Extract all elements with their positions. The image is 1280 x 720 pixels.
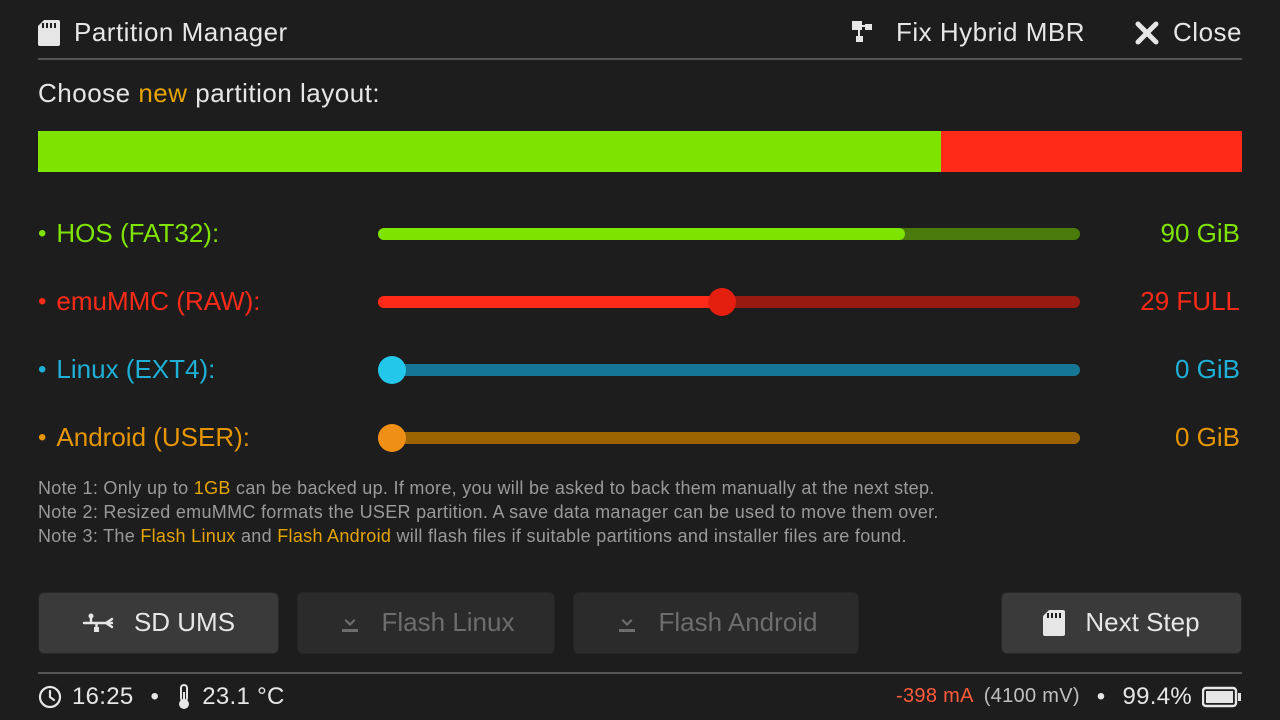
close-icon xyxy=(1135,21,1159,45)
header-rule xyxy=(38,58,1242,60)
fix-hybrid-mbr-button[interactable]: Fix Hybrid MBR xyxy=(852,17,1085,48)
partition-icon xyxy=(852,21,882,45)
dot-sep: • xyxy=(144,683,167,711)
flash-linux-button[interactable]: Flash Linux xyxy=(297,592,555,654)
slider-linux-track xyxy=(378,364,1080,376)
flash-android-button[interactable]: Flash Android xyxy=(573,592,859,654)
subheader-accent: new xyxy=(138,78,187,108)
slider-linux[interactable] xyxy=(378,364,1080,376)
row-emummc: • emuMMC (RAW): 29 FULL xyxy=(38,288,1242,316)
flash-linux-label: Flash Linux xyxy=(382,607,515,638)
layout-preview-bar xyxy=(38,131,1242,172)
status-battery-pct: 99.4% xyxy=(1122,683,1192,711)
label-hos-text: HOS (FAT32): xyxy=(56,218,219,249)
slider-android-knob[interactable] xyxy=(378,424,406,452)
slider-hos-fill xyxy=(378,228,905,240)
value-emummc: 29 FULL xyxy=(1080,286,1242,317)
note-2: Note 2: Resized emuMMC formats the USER … xyxy=(38,500,1242,524)
next-step-button[interactable]: Next Step xyxy=(1001,592,1242,654)
flash-android-label: Flash Android xyxy=(659,607,818,638)
page-title: Partition Manager xyxy=(74,17,288,48)
download-icon xyxy=(615,611,639,635)
sd-ums-label: SD UMS xyxy=(134,607,235,638)
fix-hybrid-mbr-label: Fix Hybrid MBR xyxy=(896,17,1085,48)
battery-icon xyxy=(1202,686,1242,708)
slider-android-track xyxy=(378,432,1080,444)
layout-preview-hos xyxy=(38,131,941,172)
notes: Note 1: Only up to 1GB can be backed up.… xyxy=(38,476,1242,548)
download-icon xyxy=(338,611,362,635)
value-linux: 0 GiB xyxy=(1080,354,1242,385)
sd-card-icon xyxy=(38,20,60,46)
note-1: Note 1: Only up to 1GB can be backed up.… xyxy=(38,476,1242,500)
subheader-after: partition layout: xyxy=(188,78,381,108)
slider-emummc[interactable] xyxy=(378,296,1080,308)
label-hos: • HOS (FAT32): xyxy=(38,218,378,249)
slider-hos[interactable] xyxy=(378,228,1080,240)
thermometer-icon xyxy=(176,684,192,710)
layout-preview-emummc xyxy=(941,131,1242,172)
sd-card-icon xyxy=(1043,610,1065,636)
button-row: SD UMS Flash Linux Flash Android Next St… xyxy=(38,592,1242,654)
value-hos: 90 GiB xyxy=(1080,218,1242,249)
label-linux: • Linux (EXT4): xyxy=(38,354,378,385)
label-linux-text: Linux (EXT4): xyxy=(56,354,215,385)
bullet-icon: • xyxy=(38,222,46,246)
label-android-text: Android (USER): xyxy=(56,422,250,453)
row-android: • Android (USER): 0 GiB xyxy=(38,424,1242,452)
slider-emummc-knob[interactable] xyxy=(708,288,736,316)
status-bar: 16:25 • 23.1 °C -398 mA (4100 mV) • 99.4… xyxy=(38,674,1242,720)
header-bar: Partition Manager Fix Hybrid MBR Close xyxy=(38,14,1242,52)
label-emummc-text: emuMMC (RAW): xyxy=(56,286,260,317)
title-group: Partition Manager xyxy=(38,17,288,48)
sd-ums-button[interactable]: SD UMS xyxy=(38,592,279,654)
slider-emummc-fill xyxy=(378,296,722,308)
dot-sep: • xyxy=(1090,683,1113,711)
label-android: • Android (USER): xyxy=(38,422,378,453)
subheader: Choose new partition layout: xyxy=(38,78,1242,109)
sliders-group: • HOS (FAT32): 90 GiB • emuMMC (RAW): 29… xyxy=(38,220,1242,452)
value-android: 0 GiB xyxy=(1080,422,1242,453)
status-time: 16:25 xyxy=(72,683,134,711)
slider-android[interactable] xyxy=(378,432,1080,444)
slider-linux-knob[interactable] xyxy=(378,356,406,384)
usb-icon xyxy=(82,612,114,634)
bullet-icon: • xyxy=(38,426,46,450)
bullet-icon: • xyxy=(38,358,46,382)
label-emummc: • emuMMC (RAW): xyxy=(38,286,378,317)
subheader-before: Choose xyxy=(38,78,138,108)
status-current: -398 mA xyxy=(896,685,974,708)
bullet-icon: • xyxy=(38,290,46,314)
row-hos: • HOS (FAT32): 90 GiB xyxy=(38,220,1242,248)
close-button[interactable]: Close xyxy=(1135,17,1242,48)
clock-icon xyxy=(38,685,62,709)
status-voltage: (4100 mV) xyxy=(984,685,1080,708)
note-3: Note 3: The Flash Linux and Flash Androi… xyxy=(38,524,1242,548)
row-linux: • Linux (EXT4): 0 GiB xyxy=(38,356,1242,384)
close-label: Close xyxy=(1173,17,1242,48)
status-temp: 23.1 °C xyxy=(202,683,284,711)
next-step-label: Next Step xyxy=(1085,607,1199,638)
